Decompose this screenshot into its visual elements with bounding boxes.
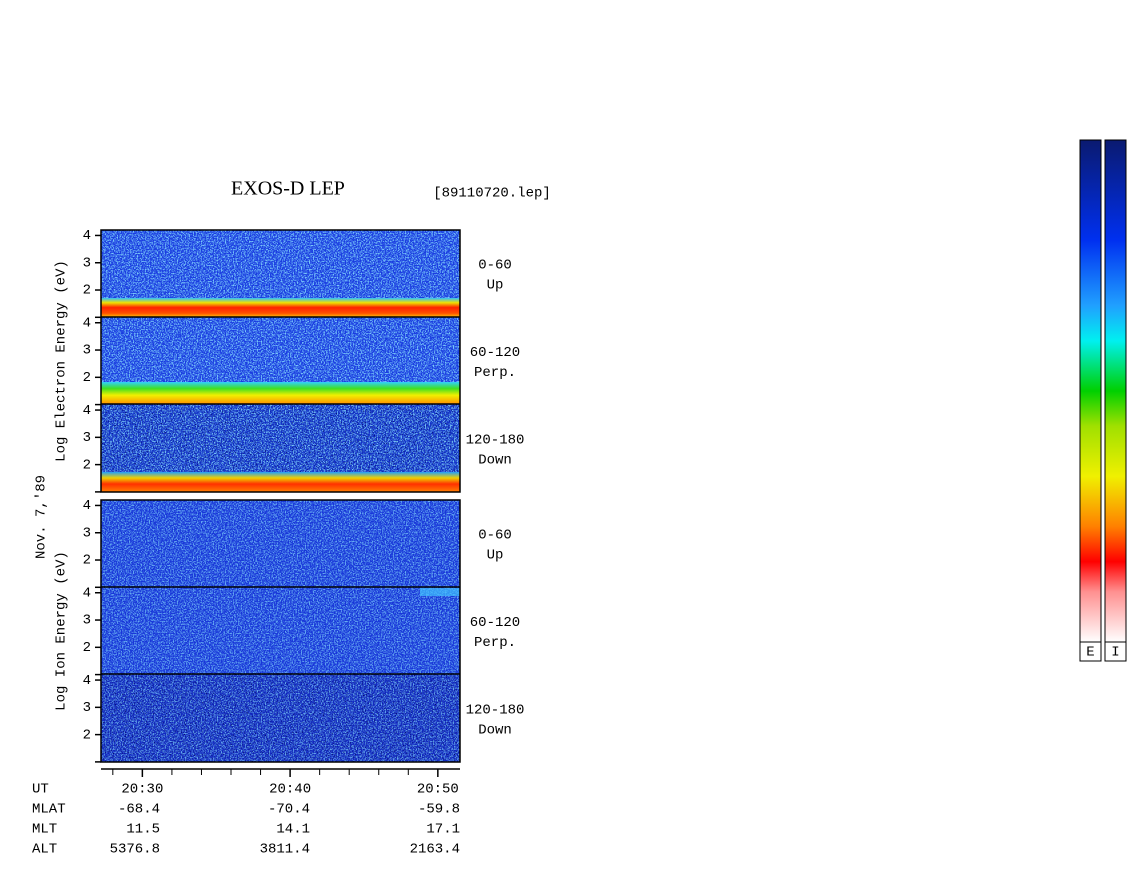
file-label: [89110720.lep]	[433, 186, 551, 202]
ephemeris-value: 5376.8	[110, 842, 160, 858]
y-axis-label: Log Electron Energy (eV)	[54, 260, 70, 462]
x-tick-label: 20:50	[417, 782, 459, 798]
y-tick-label: 2	[83, 370, 91, 386]
colorbar-label: I	[1111, 645, 1119, 661]
ephemeris-value: -59.8	[418, 802, 460, 818]
ephemeris-value: -70.4	[268, 802, 310, 818]
date-label: Nov. 7,'89	[34, 475, 50, 559]
y-tick-label: 3	[83, 430, 91, 446]
colorbars	[1079, 139, 1127, 662]
channel-angle: 60-120	[470, 345, 520, 361]
channel-angle: 120-180	[466, 702, 525, 718]
y-tick-label: 3	[83, 613, 91, 629]
ephemeris-label: ALT	[32, 842, 57, 858]
y-tick-label: 2	[83, 553, 91, 569]
ephemeris-label: UT	[32, 782, 49, 798]
ephemeris-label: MLT	[32, 822, 57, 838]
channel-angle: 60-120	[470, 615, 520, 631]
y-tick-label: 4	[83, 403, 91, 419]
ephemeris-value: 3811.4	[260, 842, 310, 858]
channel-angle: 0-60	[478, 258, 512, 274]
y-tick-label: 4	[83, 315, 91, 331]
y-tick-label: 3	[83, 343, 91, 359]
channel-angle: 0-60	[478, 528, 512, 544]
panel-frames	[100, 229, 461, 770]
y-tick-label: 2	[83, 283, 91, 299]
y-axis-label: Log Ion Energy (eV)	[54, 551, 70, 711]
y-tick-label: 4	[83, 498, 91, 514]
chart-title: EXOS-D LEP	[231, 178, 345, 200]
y-tick-label: 4	[83, 585, 91, 601]
ephemeris-value: 2163.4	[410, 842, 460, 858]
x-tick-label: 20:30	[121, 782, 163, 798]
spectrogram-image	[101, 230, 460, 762]
y-tick-label: 3	[83, 700, 91, 716]
channel-direction: Perp.	[474, 365, 516, 381]
y-tick-label: 2	[83, 640, 91, 656]
colorbar-label: E	[1086, 645, 1094, 661]
y-tick-label: 3	[83, 525, 91, 541]
ephemeris-value: 11.5	[126, 822, 160, 838]
y-tick-label: 2	[83, 457, 91, 473]
channel-direction: Down	[478, 452, 512, 468]
y-tick-label: 4	[83, 228, 91, 244]
x-tick-label: 20:40	[269, 782, 311, 798]
y-tick-label: 3	[83, 255, 91, 271]
channel-direction: Down	[478, 722, 512, 738]
ephemeris-label: MLAT	[32, 802, 66, 818]
ephemeris-value: -68.4	[118, 802, 160, 818]
channel-direction: Up	[487, 278, 504, 294]
channel-direction: Perp.	[474, 635, 516, 651]
y-tick-label: 2	[83, 727, 91, 743]
channel-direction: Up	[487, 548, 504, 564]
ephemeris-value: 14.1	[276, 822, 310, 838]
channel-angle: 120-180	[466, 432, 525, 448]
y-tick-label: 4	[83, 673, 91, 689]
ephemeris-value: 17.1	[426, 822, 460, 838]
